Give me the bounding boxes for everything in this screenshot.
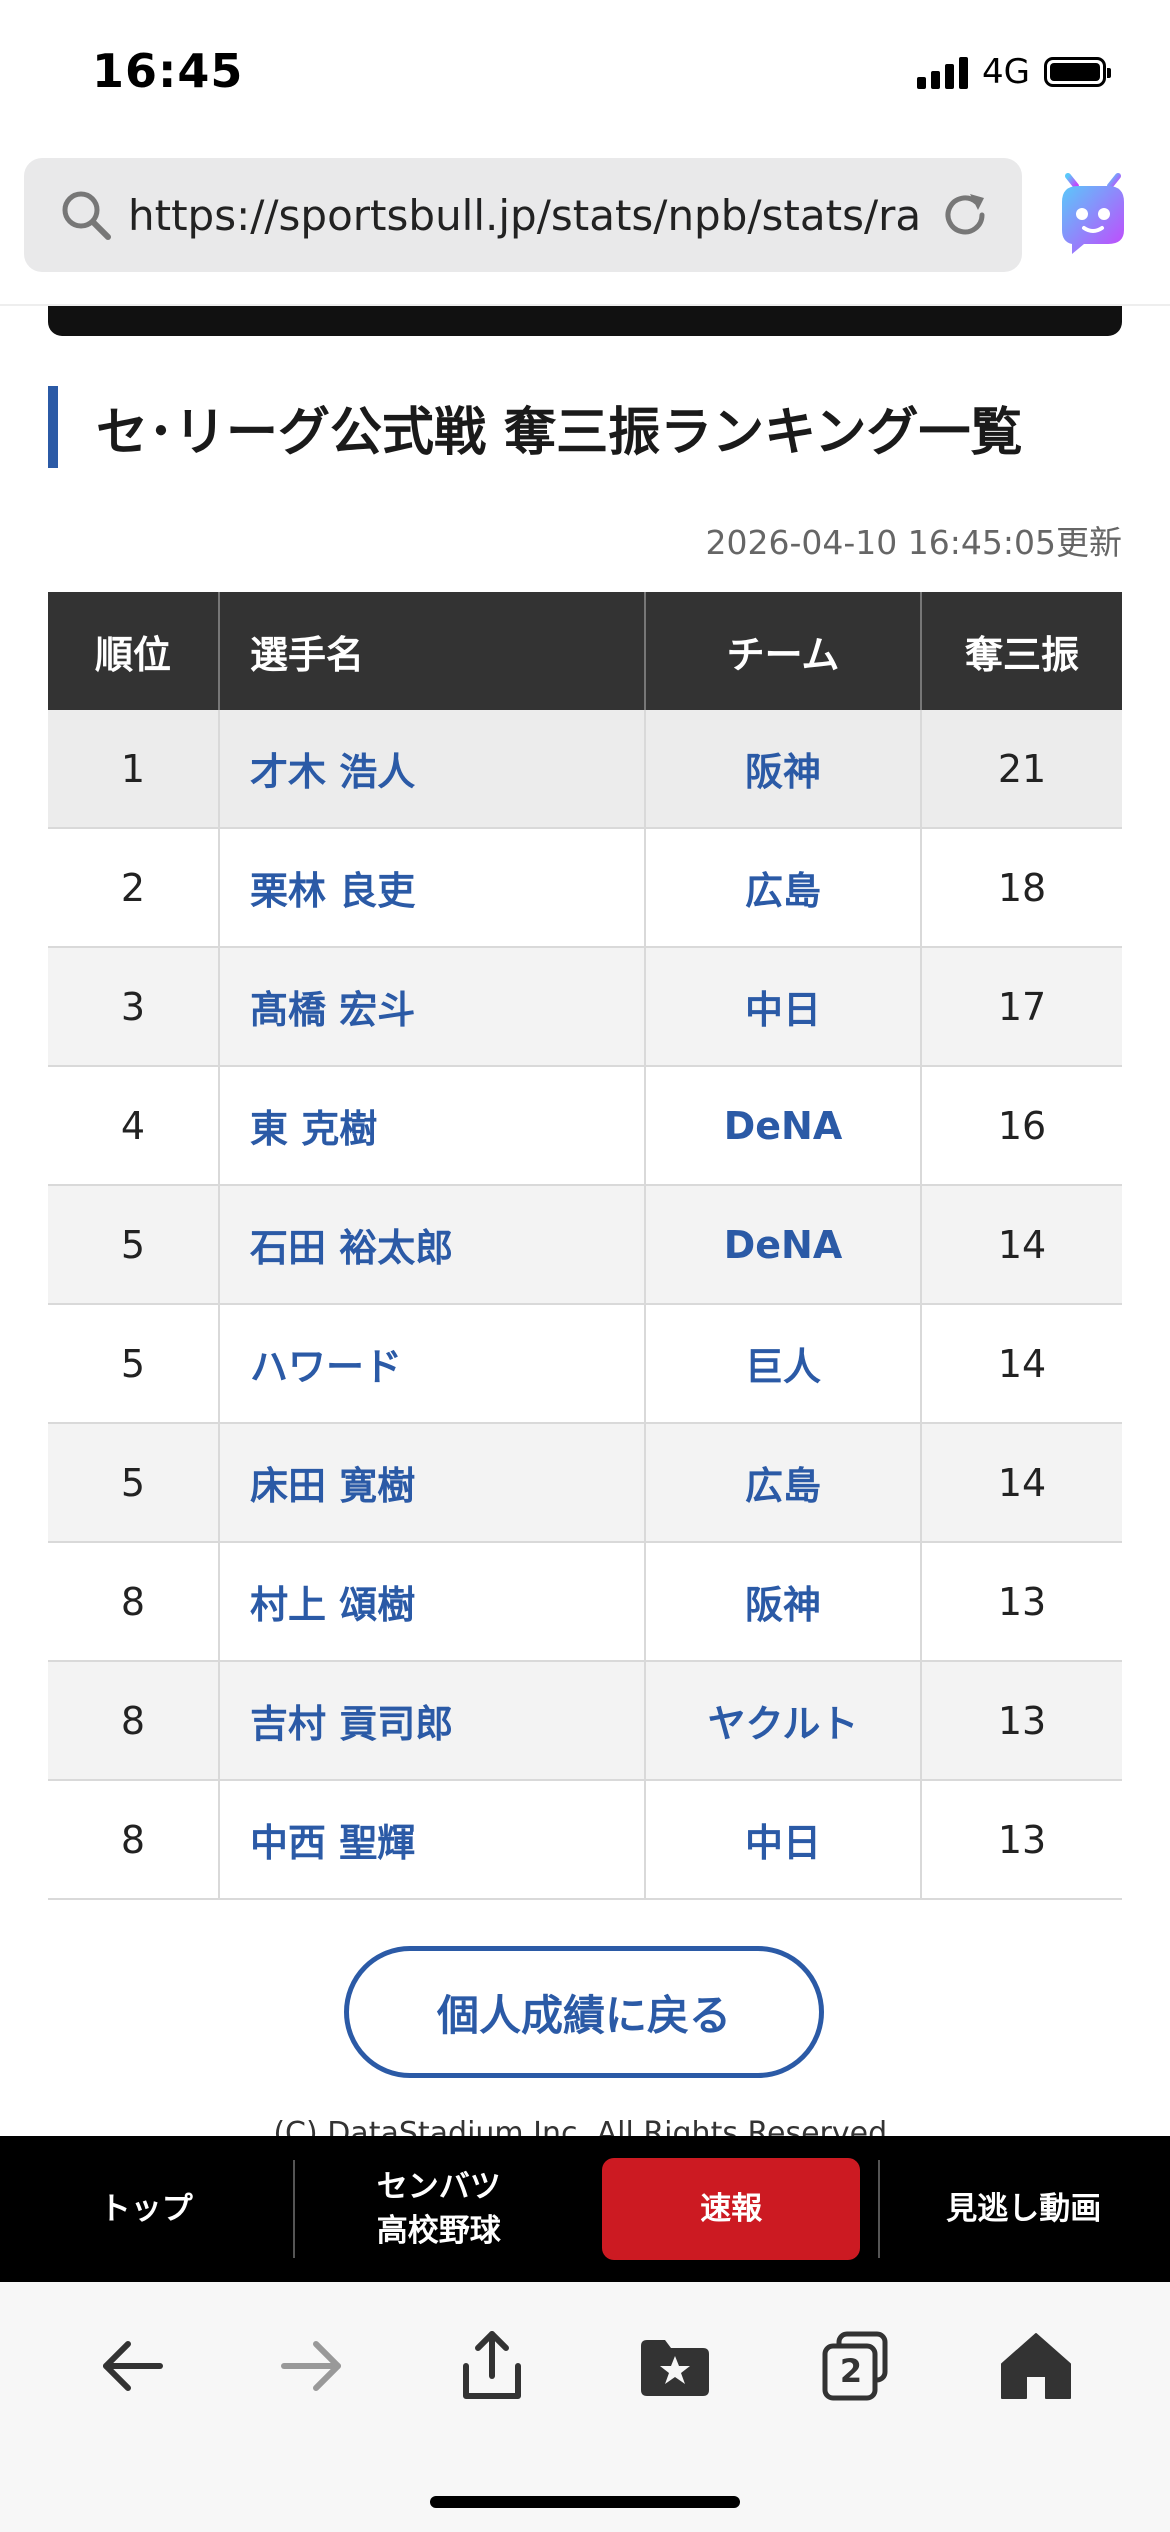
table-row: 8 村上 頌樹 阪神 13 <box>48 1542 1122 1662</box>
table-row: 3 髙橋 宏斗 中日 17 <box>48 947 1122 1067</box>
rank-cell: 3 <box>48 947 220 1067</box>
strikeouts-cell: 14 <box>921 1304 1122 1424</box>
rank-cell: 4 <box>48 1066 220 1186</box>
strikeouts-cell: 18 <box>921 828 1122 948</box>
player-link[interactable]: 吉村 貢司郎 <box>250 1702 454 1746</box>
url-text[interactable]: https://sportsbull.jp/stats/npb/stats/ra… <box>128 190 918 240</box>
divider <box>0 304 1170 306</box>
player-link[interactable]: 髙橋 宏斗 <box>250 988 416 1032</box>
team-link[interactable]: ヤクルト <box>707 1702 859 1746</box>
black-banner <box>48 306 1122 336</box>
nav-senbatsu-line1: センバツ <box>376 2169 501 2205</box>
share-icon[interactable] <box>452 2326 532 2406</box>
back-arrow-icon[interactable] <box>92 2326 172 2406</box>
header-strikeouts: 奪三振 <box>921 592 1122 710</box>
status-indicators: 4G <box>917 52 1111 92</box>
team-link[interactable]: 広島 <box>744 869 821 913</box>
status-time: 16:45 <box>92 44 244 98</box>
ranking-table: 順位 選手名 チーム 奪三振 1 才木 浩人 阪神 21 2 栗林 良吏 広島 … <box>48 592 1122 1900</box>
status-bar: 16:45 4G <box>0 0 1170 150</box>
browser-toolbar: 2 <box>0 2282 1170 2532</box>
team-link[interactable]: 中日 <box>744 1821 821 1865</box>
table-row: 1 才木 浩人 阪神 21 <box>48 710 1122 829</box>
player-link[interactable]: 栗林 良吏 <box>250 869 416 913</box>
rank-cell: 5 <box>48 1185 220 1305</box>
bookmarks-folder-icon[interactable] <box>635 2326 715 2406</box>
nav-senbatsu[interactable]: センバツ 高校野球 <box>292 2136 586 2282</box>
home-icon[interactable] <box>996 2326 1076 2406</box>
rank-cell: 5 <box>48 1423 220 1543</box>
tabs-count: 2 <box>839 2352 863 2390</box>
strikeouts-cell: 13 <box>921 1542 1122 1662</box>
player-link[interactable]: 床田 寛樹 <box>250 1464 416 1508</box>
forward-arrow-icon[interactable] <box>272 2326 352 2406</box>
nav-top-label: トップ <box>99 2191 193 2227</box>
network-type: 4G <box>982 52 1030 92</box>
team-link[interactable]: 中日 <box>744 988 821 1032</box>
updated-timestamp: 2026-04-10 16:45:05更新 <box>705 523 1122 562</box>
site-bottom-nav: トップ センバツ高校野球 速報 見逃し動画 <box>0 2136 1170 2282</box>
team-link[interactable]: 巨人 <box>744 1345 821 1389</box>
header-player: 選手名 <box>219 592 646 710</box>
player-link[interactable]: 中西 聖輝 <box>250 1821 416 1865</box>
nav-breaking-news[interactable]: 速報 <box>585 2136 878 2282</box>
strikeouts-cell: 14 <box>921 1185 1122 1305</box>
reload-icon[interactable] <box>938 188 992 242</box>
strikeouts-cell: 14 <box>921 1423 1122 1543</box>
nav-senbatsu-line2: 高校野球 <box>376 2213 501 2249</box>
header-rank: 順位 <box>48 592 220 710</box>
table-header-row: 順位 選手名 チーム 奪三振 <box>48 592 1122 710</box>
page-title: セ･リーグ公式戦 奪三振ランキング一覧 <box>48 386 1023 468</box>
copyright-text: (C) DataStadium Inc. All Rights Reserved… <box>273 2116 897 2136</box>
nav-breaking-label: 速報 <box>602 2158 861 2260</box>
battery-icon <box>1044 57 1111 87</box>
page-content[interactable]: セ･リーグ公式戦 奪三振ランキング一覧 2026-04-10 16:45:05更… <box>0 306 1170 2136</box>
player-link[interactable]: 村上 頌樹 <box>250 1583 416 1627</box>
rank-cell: 2 <box>48 828 220 948</box>
table-row: 2 栗林 良吏 広島 18 <box>48 828 1122 948</box>
rank-cell: 8 <box>48 1661 220 1781</box>
nav-top[interactable]: トップ <box>0 2136 293 2282</box>
table-row: 5 ハワード 巨人 14 <box>48 1304 1122 1424</box>
player-link[interactable]: 東 克樹 <box>250 1107 378 1151</box>
home-indicator <box>430 2496 740 2508</box>
rank-cell: 8 <box>48 1780 220 1900</box>
team-link[interactable]: 広島 <box>744 1464 821 1508</box>
table-row: 8 中西 聖輝 中日 13 <box>48 1780 1122 1900</box>
table-row: 5 床田 寛樹 広島 14 <box>48 1423 1122 1543</box>
player-link[interactable]: 才木 浩人 <box>250 750 416 794</box>
player-link[interactable]: ハワード <box>250 1345 403 1389</box>
address-bar[interactable]: https://sportsbull.jp/stats/npb/stats/ra… <box>24 158 1022 272</box>
strikeouts-cell: 21 <box>921 710 1122 829</box>
nav-videos-label: 見逃し動画 <box>946 2191 1102 2227</box>
back-to-stats-button[interactable]: 個人成績に戻る <box>344 1946 824 2078</box>
table-row: 4 東 克樹 DeNA 16 <box>48 1066 1122 1186</box>
search-icon <box>62 191 111 240</box>
table-row: 8 吉村 貢司郎 ヤクルト 13 <box>48 1661 1122 1781</box>
team-link[interactable]: DeNA <box>723 1222 843 1267</box>
strikeouts-cell: 16 <box>921 1066 1122 1186</box>
strikeouts-cell: 17 <box>921 947 1122 1067</box>
assistant-icon[interactable] <box>1054 172 1132 256</box>
nav-missed-videos[interactable]: 見逃し動画 <box>877 2136 1170 2282</box>
signal-icon <box>917 55 969 89</box>
rank-cell: 5 <box>48 1304 220 1424</box>
strikeouts-cell: 13 <box>921 1661 1122 1781</box>
strikeouts-cell: 13 <box>921 1780 1122 1900</box>
team-link[interactable]: DeNA <box>723 1103 843 1148</box>
rank-cell: 8 <box>48 1542 220 1662</box>
tabs-icon[interactable]: 2 <box>815 2326 895 2406</box>
player-link[interactable]: 石田 裕太郎 <box>250 1226 454 1270</box>
team-link[interactable]: 阪神 <box>744 1583 821 1627</box>
header-team: チーム <box>645 592 922 710</box>
team-link[interactable]: 阪神 <box>744 750 821 794</box>
rank-cell: 1 <box>48 710 220 829</box>
table-row: 5 石田 裕太郎 DeNA 14 <box>48 1185 1122 1305</box>
